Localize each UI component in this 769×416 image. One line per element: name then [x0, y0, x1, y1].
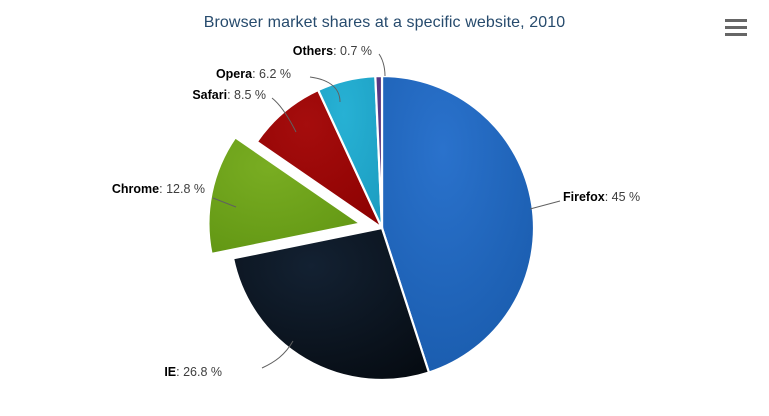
data-label-name: Safari [192, 88, 228, 102]
data-label-name: Others [292, 44, 334, 58]
pie-slice-group [207, 74, 536, 382]
hamburger-bar [725, 33, 747, 36]
data-label-name: Firefox [563, 190, 605, 204]
hamburger-bar [725, 26, 747, 29]
data-label-value: 6.2 % [259, 67, 291, 81]
data-label-name: Chrome [111, 182, 160, 196]
pie-slice-firefox[interactable] [380, 74, 536, 374]
pie-slice-chrome[interactable] [207, 136, 362, 256]
data-label-ie: IE: 26.8 % [164, 365, 222, 379]
data-label-others: Others: 0.7 % [292, 44, 372, 58]
data-label-value: 8.5 % [234, 88, 266, 102]
pie-slice-others[interactable] [374, 74, 384, 230]
connector-firefox [529, 200, 561, 210]
connector-others [378, 53, 386, 77]
data-label-name: Opera [215, 67, 253, 81]
data-label-value: 0.7 % [340, 44, 372, 58]
data-label-value: 26.8 % [183, 365, 222, 379]
page-title: Browser market shares at a specific webs… [203, 14, 566, 31]
hamburger-bar [725, 19, 747, 22]
data-label-safari: Safari: 8.5 % [192, 88, 266, 102]
pie-slice-ie[interactable] [231, 226, 431, 382]
connector-opera [309, 76, 341, 103]
data-label-firefox: Firefox: 45 % [563, 190, 641, 204]
connector-chrome [212, 197, 237, 208]
data-label-opera: Opera: 6.2 % [215, 67, 291, 81]
data-label-value: 12.8 % [166, 182, 205, 196]
data-label-name: IE [164, 365, 177, 379]
connector-safari [271, 97, 297, 133]
data-label-chrome: Chrome: 12.8 % [111, 182, 205, 196]
data-label-value: 45 % [611, 190, 641, 204]
hamburger-menu-icon[interactable] [723, 17, 749, 39]
connector-ie [261, 340, 294, 369]
data-label-connector-group [212, 53, 561, 369]
